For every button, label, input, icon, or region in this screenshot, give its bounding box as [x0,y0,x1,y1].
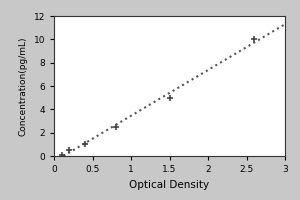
X-axis label: Optical Density: Optical Density [129,180,210,190]
Y-axis label: Concentration(pg/mL): Concentration(pg/mL) [19,36,28,136]
